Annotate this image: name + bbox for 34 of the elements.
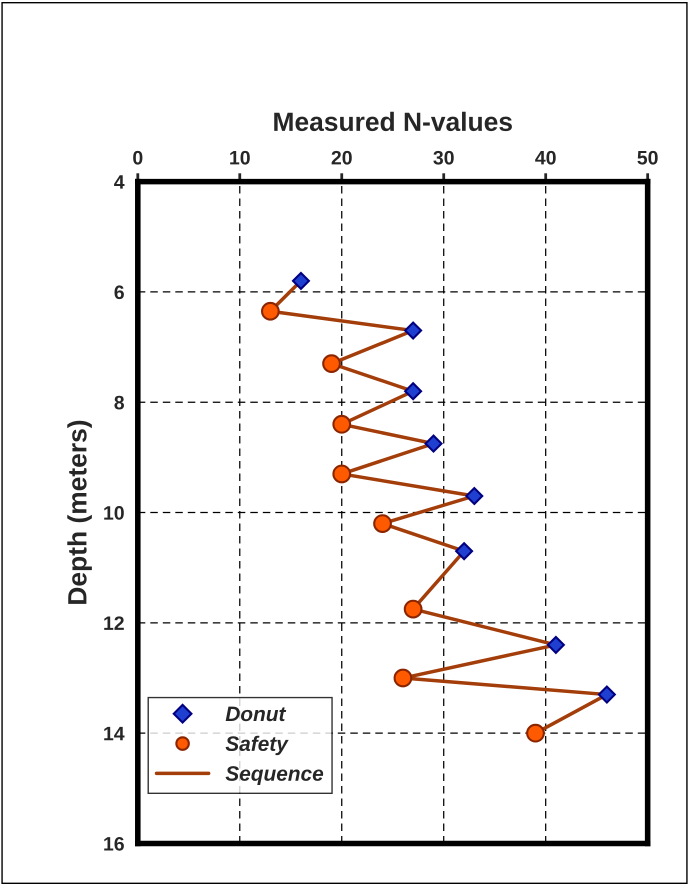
point: [526, 724, 545, 743]
point: [465, 487, 484, 506]
y-tick-label: 10: [104, 506, 124, 520]
y-tick-label: 16: [104, 836, 124, 851]
point: [373, 514, 392, 533]
x-tick-label: 40: [535, 150, 556, 165]
x-tick-label: 0: [133, 150, 142, 165]
legend-label: Donut: [226, 706, 286, 722]
point: [455, 542, 474, 560]
x-tick-label: 10: [230, 150, 250, 165]
point: [292, 272, 310, 290]
point: [322, 354, 341, 374]
point: [404, 382, 422, 400]
point: [394, 668, 412, 688]
point: [404, 322, 422, 340]
point: [424, 434, 443, 453]
x-tick-label: 20: [332, 150, 352, 165]
point: [332, 464, 352, 484]
y-tick-label: 4: [114, 175, 124, 189]
legend-label: Safety: [226, 736, 289, 756]
point: [332, 414, 352, 434]
y-axis-title: Depth (meters): [67, 420, 92, 604]
point: [598, 686, 616, 704]
point: [260, 302, 280, 321]
legend-label: Sequence: [226, 766, 324, 786]
y-tick-label: 6: [114, 285, 124, 300]
point: [404, 600, 423, 618]
x-tick-label: 50: [637, 150, 658, 165]
point: [546, 636, 565, 654]
x-tick-label: 30: [433, 150, 454, 165]
y-tick-label: 14: [104, 726, 125, 740]
x-axis-title: Measured N-values: [274, 112, 512, 132]
y-tick-label: 12: [104, 616, 124, 630]
y-tick-label: 8: [114, 396, 124, 410]
